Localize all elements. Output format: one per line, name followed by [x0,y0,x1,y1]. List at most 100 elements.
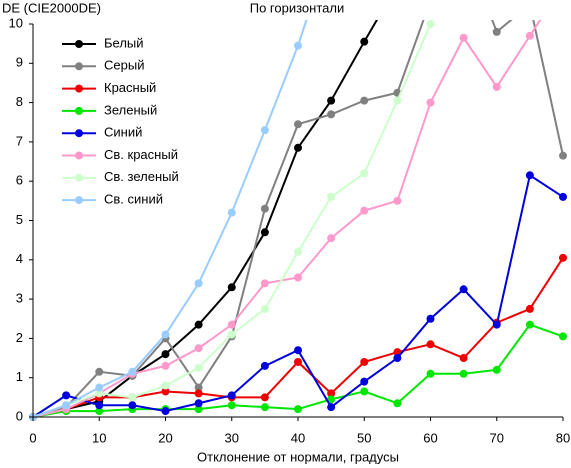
x-tick-label: 10 [92,430,106,445]
y-tick-label: 5 [16,212,23,227]
legend-label: Св. красный [104,147,178,162]
point [194,320,203,329]
y-tick-label: 8 [16,94,23,109]
x-tick-label: 70 [490,430,504,445]
y-tick-label: 7 [16,133,23,148]
legend-marker [75,129,83,138]
point [327,234,336,243]
point [161,361,170,370]
point [95,389,104,398]
point [260,126,269,135]
point [525,31,534,40]
point [194,389,203,398]
point [360,377,369,386]
legend-marker [75,106,83,115]
legend-marker [75,62,83,71]
point [559,151,567,160]
point [128,393,137,402]
legend-marker [75,173,83,182]
point [294,405,302,414]
point [194,279,203,288]
y-tick-label: 2 [16,330,23,345]
point [194,363,203,372]
point [227,401,236,410]
point [194,399,203,408]
point [426,20,435,28]
point [161,407,170,416]
point [95,401,104,410]
point [426,369,435,378]
point [227,283,236,292]
point [161,330,170,339]
point [161,387,170,396]
point [194,405,203,414]
legend-marker [75,84,83,93]
y-tick-label: 4 [16,251,23,266]
point [525,171,534,180]
point [360,37,369,46]
y-tick-label: 3 [16,291,23,306]
y-tick-label: 10 [9,15,23,30]
legend-marker [75,151,83,160]
point [426,314,435,323]
point [426,98,435,107]
point [227,391,236,400]
point [459,33,468,42]
x-tick-label: 30 [225,430,239,445]
point [393,354,402,363]
point [294,143,302,152]
point [260,393,269,402]
point [327,403,336,412]
y-tick-label: 0 [16,408,23,423]
point [294,273,302,282]
legend-marker [75,196,83,205]
point [327,389,336,398]
point [161,381,170,390]
point [294,346,302,355]
point [260,403,269,412]
point [128,401,137,410]
point [360,357,369,366]
x-axis-label: Отклонение от нормали, градусы [197,449,399,464]
point [393,196,402,205]
point [426,340,435,349]
legend-label: Серый [104,58,144,73]
y-tick-label: 6 [16,173,23,188]
legend-label: Белый [104,35,144,50]
point [260,228,269,237]
x-tick-label: 0 [29,430,36,445]
point [393,96,402,105]
point [360,169,369,178]
point [492,27,501,36]
point [294,357,302,366]
point [525,304,534,313]
point [260,204,269,213]
y-axis-label: DE (CIE2000DE) [2,0,101,15]
point [525,320,534,329]
legend-label: Красный [104,80,156,95]
point [327,110,336,119]
x-tick-label: 50 [357,430,371,445]
point [95,407,104,416]
point [227,320,236,329]
point [327,395,336,404]
point [559,253,567,262]
point [260,361,269,370]
point [194,344,203,353]
point [327,96,336,105]
point [227,208,236,217]
point [459,369,468,378]
point [492,320,501,329]
x-tick-label: 60 [423,430,437,445]
point [360,206,369,215]
point [294,41,302,50]
point [95,367,104,376]
point [559,192,567,201]
point [260,304,269,313]
point [227,330,236,339]
point [459,354,468,363]
legend-marker [75,40,83,48]
point [492,365,501,374]
point [294,120,302,129]
